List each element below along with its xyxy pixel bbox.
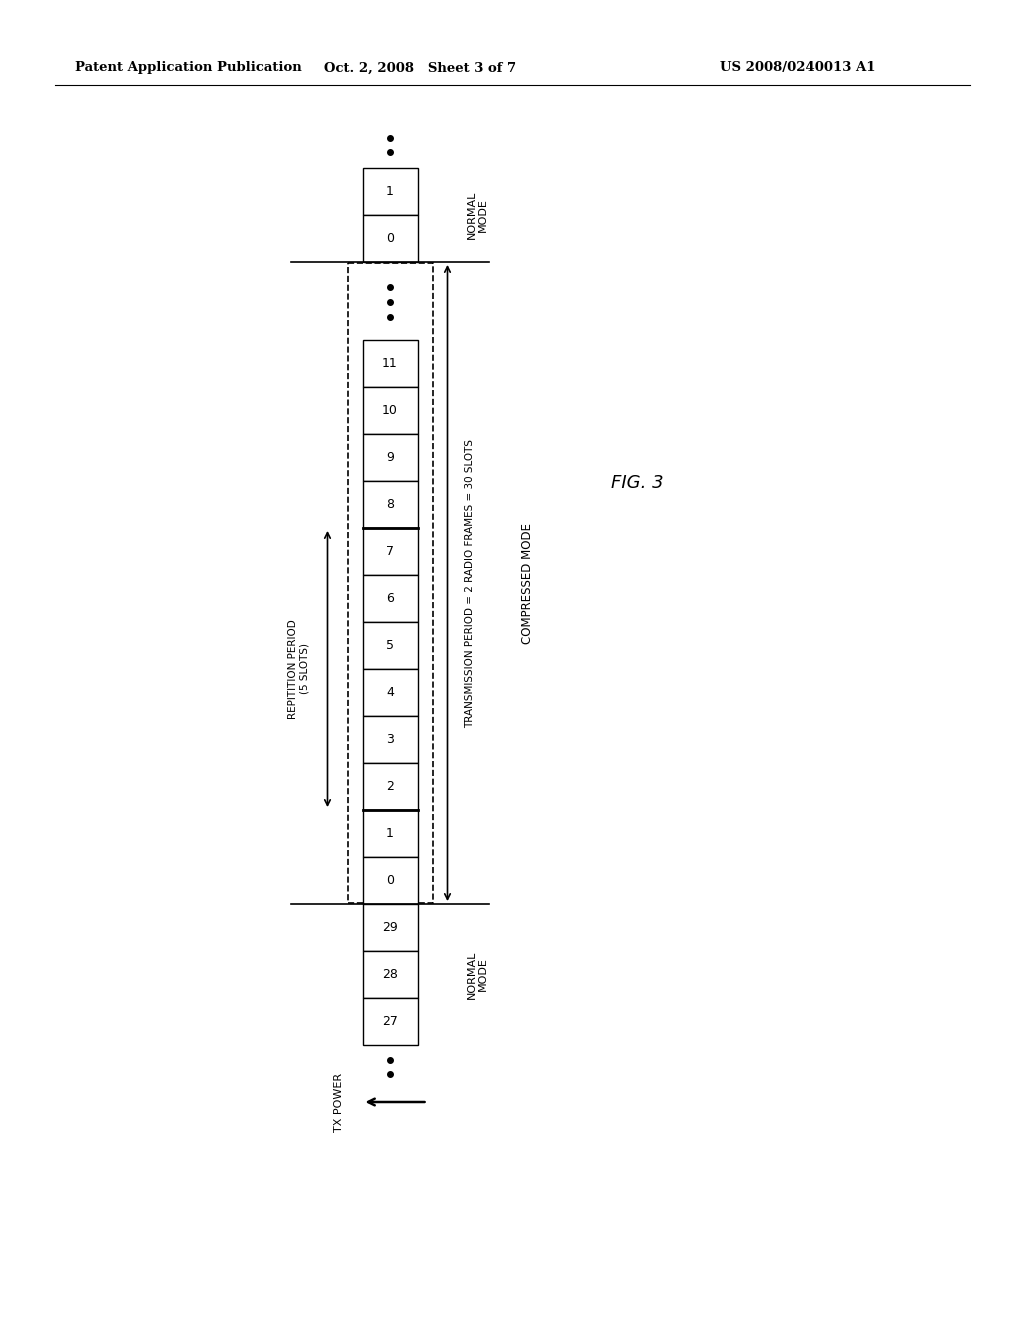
Bar: [362, 810, 418, 857]
Bar: [362, 215, 418, 261]
Bar: [362, 669, 418, 715]
Bar: [362, 715, 418, 763]
Bar: [362, 763, 418, 810]
Text: 1: 1: [386, 185, 394, 198]
Text: 28: 28: [382, 968, 398, 981]
Bar: [362, 950, 418, 998]
Text: 5: 5: [386, 639, 394, 652]
Text: COMPRESSED MODE: COMPRESSED MODE: [521, 523, 534, 644]
Text: 8: 8: [386, 498, 394, 511]
Bar: [347, 263, 432, 903]
Bar: [362, 387, 418, 434]
Text: FIG. 3: FIG. 3: [611, 474, 664, 492]
Bar: [362, 904, 418, 950]
Text: Oct. 2, 2008   Sheet 3 of 7: Oct. 2, 2008 Sheet 3 of 7: [324, 62, 516, 74]
Text: 7: 7: [386, 545, 394, 558]
Text: 4: 4: [386, 686, 394, 700]
Bar: [362, 576, 418, 622]
Text: REPITITION PERIOD
(5 SLOTS): REPITITION PERIOD (5 SLOTS): [288, 619, 309, 719]
Text: NORMAL
MODE: NORMAL MODE: [467, 950, 488, 999]
Bar: [362, 434, 418, 480]
Text: Patent Application Publication: Patent Application Publication: [75, 62, 302, 74]
Bar: [362, 528, 418, 576]
Text: 0: 0: [386, 232, 394, 246]
Text: 3: 3: [386, 733, 394, 746]
Text: 6: 6: [386, 591, 394, 605]
Text: TX POWER: TX POWER: [335, 1072, 344, 1131]
Text: 1: 1: [386, 828, 394, 840]
Bar: [362, 857, 418, 904]
Bar: [362, 622, 418, 669]
Bar: [362, 998, 418, 1045]
Text: 11: 11: [382, 356, 398, 370]
Bar: [362, 168, 418, 215]
Text: NORMAL
MODE: NORMAL MODE: [467, 191, 488, 239]
Text: 2: 2: [386, 780, 394, 793]
Bar: [362, 341, 418, 387]
Text: 29: 29: [382, 921, 398, 935]
Text: 27: 27: [382, 1015, 398, 1028]
Bar: [362, 480, 418, 528]
Text: 0: 0: [386, 874, 394, 887]
Text: 10: 10: [382, 404, 398, 417]
Text: TRANSMISSION PERIOD = 2 RADIO FRAMES = 30 SLOTS: TRANSMISSION PERIOD = 2 RADIO FRAMES = 3…: [466, 438, 475, 727]
Text: 9: 9: [386, 451, 394, 465]
Text: US 2008/0240013 A1: US 2008/0240013 A1: [720, 62, 876, 74]
